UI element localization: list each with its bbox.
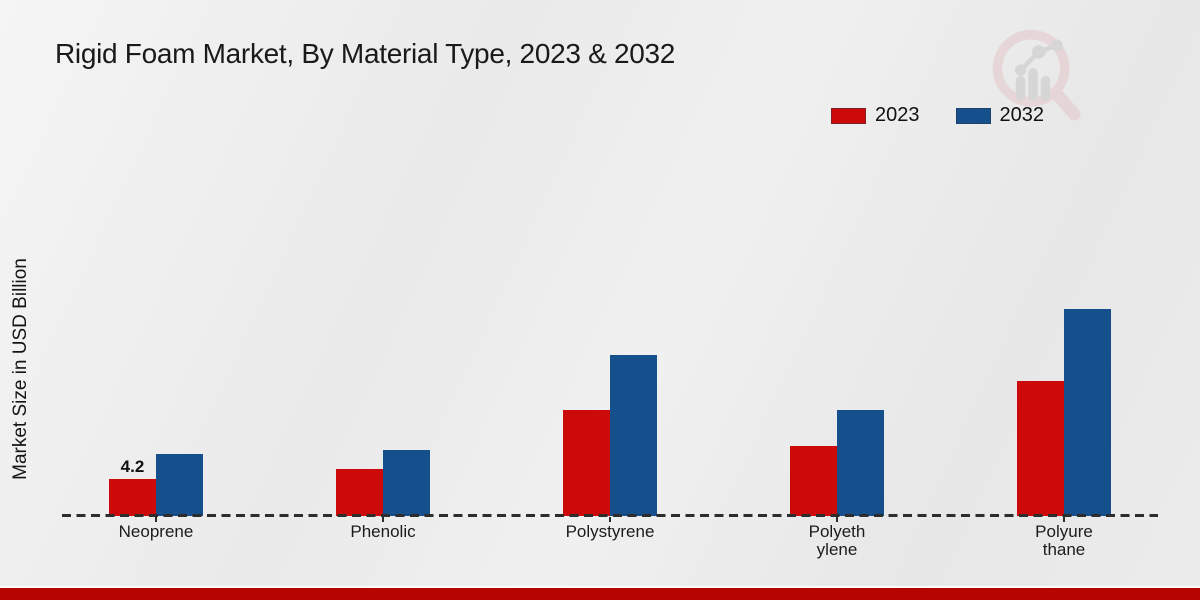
bar-2032-Polyurethane [1064,308,1111,516]
category-label: Polystyrene [565,522,655,541]
bar-2032-Polyethylene [837,410,884,516]
bar-2023-Polyurethane [1017,381,1064,516]
bar-2023-Polyethylene [790,446,837,516]
legend-item-2032: 2032 [955,104,1045,127]
x-axis-tick [382,517,384,522]
category-label: Polyeth ylene [808,522,866,559]
bar-2032-Neoprene [156,454,203,516]
bar-value-label: 4.2 [120,456,145,476]
legend-swatch-2032 [955,107,991,124]
legend-label-2023: 2023 [875,104,920,126]
category-label: Neoprene [118,522,194,541]
legend-label-2032: 2032 [999,104,1045,126]
x-axis-tick [836,517,838,522]
x-axis-tick [609,517,611,522]
x-axis-tick [155,517,157,522]
bar-2023-Neoprene [109,478,156,516]
x-axis-baseline [62,514,1158,517]
category-label: Phenolic [350,522,416,541]
x-axis-tick [1063,517,1065,522]
legend-swatch-2023 [831,107,866,124]
category-label: Polyure thane [1035,522,1093,559]
market-research-logo-watermark-icon [986,26,1082,127]
bar-2023-Polystyrene [563,410,610,516]
bar-2032-Phenolic [383,449,430,516]
legend-item-2023: 2023 [831,104,920,127]
footer-accent-bar [0,588,1200,600]
legend: 2023 2032 [831,104,1044,127]
chart-title: Rigid Foam Market, By Material Type, 202… [55,38,676,69]
bar-2023-Phenolic [336,469,383,516]
bar-2032-Polystyrene [610,354,657,516]
footer-highlight-line [0,586,1200,588]
